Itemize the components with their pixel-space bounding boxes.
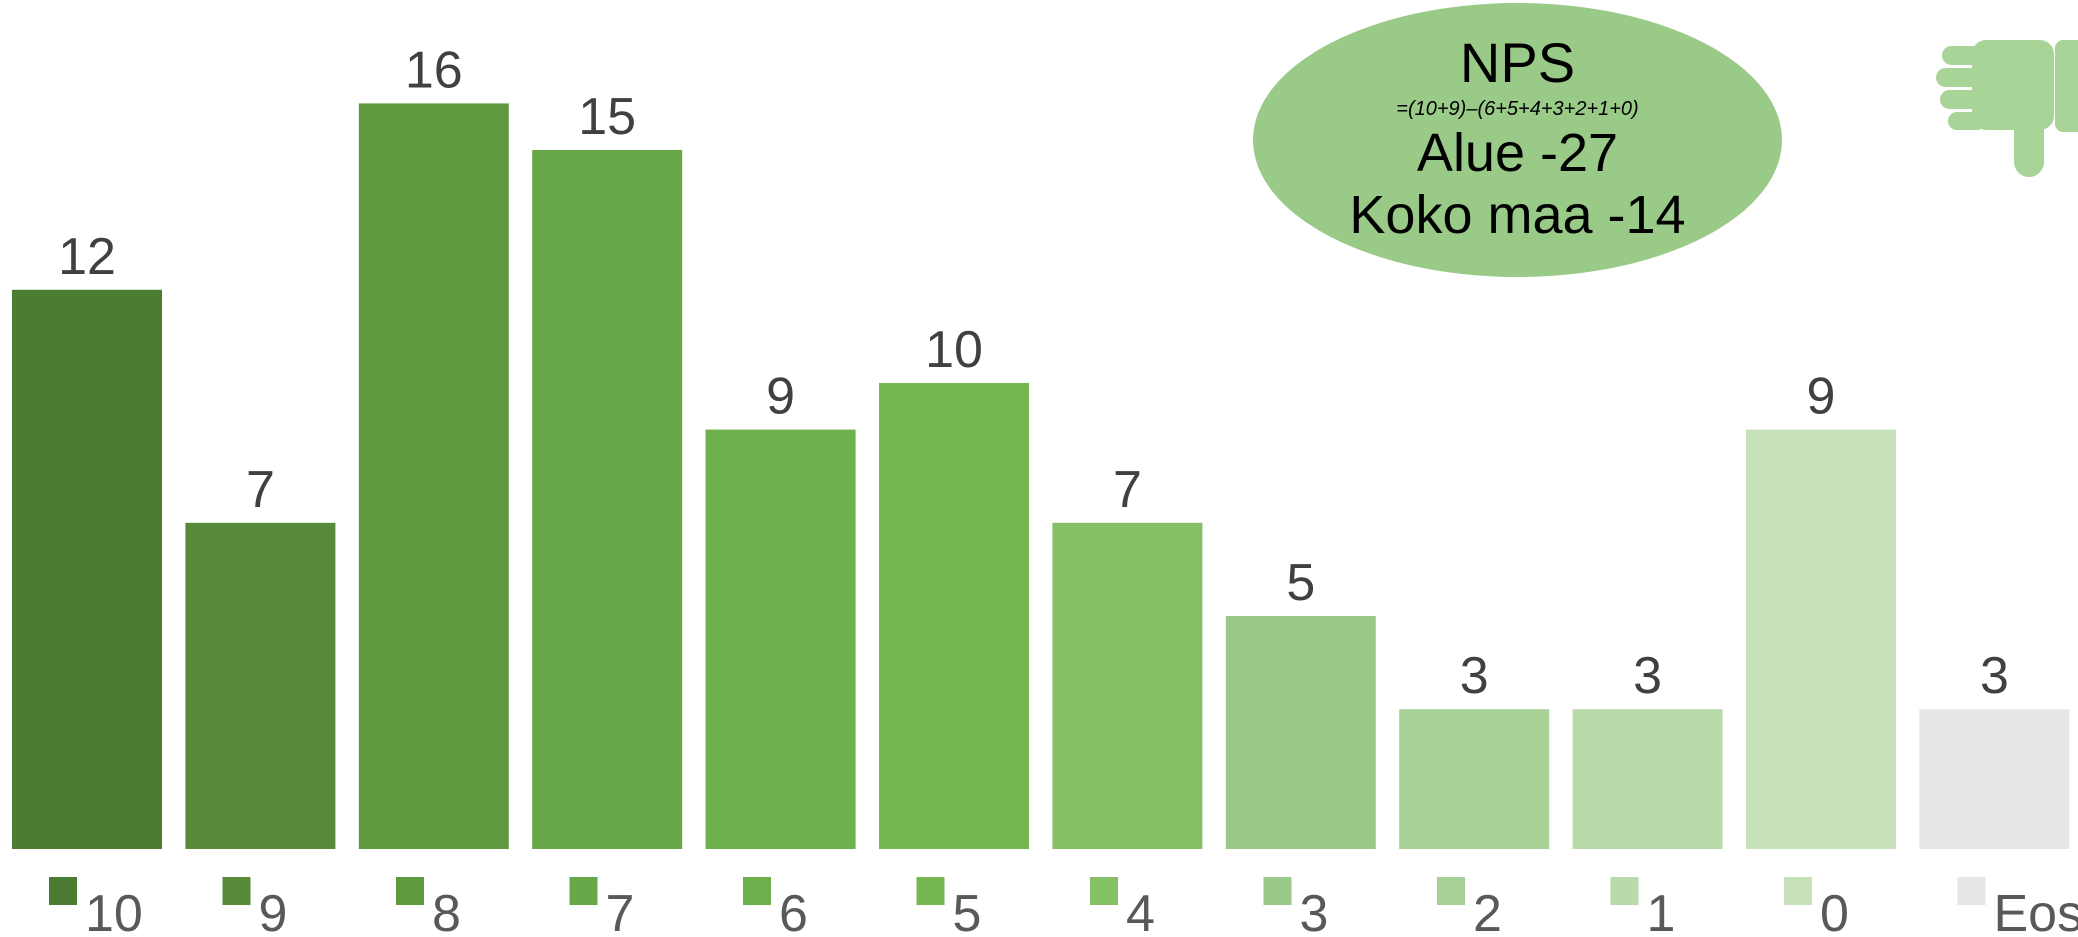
legend-swatch-9 — [222, 877, 251, 905]
legend-label-2: 2 — [1473, 885, 1502, 937]
bar-1 — [1572, 709, 1723, 849]
legend-swatch-2 — [1437, 877, 1465, 905]
legend-swatch-8 — [396, 877, 424, 905]
legend-label-9: 9 — [259, 885, 288, 937]
bar-7 — [532, 150, 683, 849]
legend-swatch-4 — [1090, 877, 1118, 905]
nps-title: NPS — [1459, 31, 1576, 94]
bar-8 — [358, 103, 509, 849]
value-label-10: 12 — [58, 228, 116, 286]
bars-group — [12, 103, 2070, 849]
value-label-7: 15 — [578, 88, 636, 146]
legend-label-eos: Eos — [1994, 885, 2078, 937]
nps-callout: NPS =(10+9)–(6+5+4+3+2+1+0) Alue -27 Kok… — [1253, 3, 1782, 277]
value-label-8: 16 — [405, 41, 463, 99]
nps-area-score: Alue -27 — [1416, 123, 1619, 183]
legend-label-7: 7 — [606, 885, 635, 937]
thumbs-down-icon — [1936, 40, 2078, 177]
legend-swatch-0 — [1784, 877, 1812, 905]
value-label-3: 5 — [1286, 554, 1315, 612]
bar-9 — [185, 522, 336, 849]
legend-swatch-10 — [49, 877, 77, 905]
legend-label-6: 6 — [779, 885, 808, 937]
legend-label-0: 0 — [1820, 885, 1849, 937]
legend-swatch-eos — [1957, 877, 1986, 905]
legend-label-3: 3 — [1300, 885, 1329, 937]
value-label-1: 3 — [1633, 647, 1662, 705]
legend-swatch-6 — [743, 877, 771, 905]
legend-label-1: 1 — [1647, 885, 1676, 937]
legend-swatch-5 — [916, 877, 945, 905]
nps-formula: =(10+9)–(6+5+4+3+2+1+0) — [1396, 98, 1639, 120]
nps-country-score: Koko maa -14 — [1349, 185, 1686, 245]
bar-0 — [1746, 429, 1896, 849]
legend-swatch-1 — [1610, 877, 1639, 905]
value-label-5: 10 — [925, 321, 983, 379]
value-label-9: 7 — [246, 461, 275, 519]
value-label-0: 9 — [1807, 368, 1836, 426]
legend-label-8: 8 — [432, 885, 461, 937]
value-label-eos: 3 — [1980, 647, 2009, 705]
bar-5 — [879, 383, 1029, 849]
legend: 10 9 8 7 6 5 4 3 2 1 0 Eos — [49, 877, 2078, 937]
bar-eos — [1919, 709, 2070, 849]
value-label-2: 3 — [1460, 647, 1489, 705]
bar-4 — [1052, 522, 1203, 849]
legend-label-10: 10 — [85, 885, 143, 937]
legend-swatch-3 — [1263, 877, 1292, 905]
value-labels-group: 12 7 16 15 9 10 7 5 3 3 9 3 — [58, 41, 2009, 705]
bar-2 — [1399, 709, 1550, 849]
value-label-6: 9 — [766, 368, 795, 426]
bar-10 — [12, 289, 162, 849]
legend-swatch-7 — [569, 877, 598, 905]
value-label-4: 7 — [1113, 461, 1142, 519]
legend-label-4: 4 — [1126, 885, 1155, 937]
bar-6 — [705, 429, 856, 849]
legend-label-5: 5 — [953, 885, 982, 937]
bar-3 — [1225, 616, 1376, 849]
